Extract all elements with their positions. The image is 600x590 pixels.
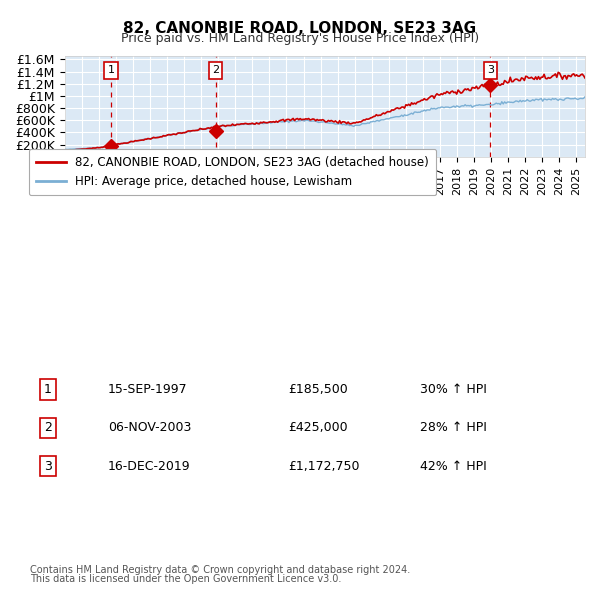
Text: 2: 2	[44, 421, 52, 434]
Text: £185,500: £185,500	[288, 383, 348, 396]
Legend: 82, CANONBIE ROAD, LONDON, SE23 3AG (detached house), HPI: Average price, detach: 82, CANONBIE ROAD, LONDON, SE23 3AG (det…	[29, 149, 436, 195]
Text: 82, CANONBIE ROAD, LONDON, SE23 3AG: 82, CANONBIE ROAD, LONDON, SE23 3AG	[124, 21, 476, 35]
Text: 1: 1	[44, 383, 52, 396]
Text: £425,000: £425,000	[288, 421, 347, 434]
Text: 2: 2	[212, 65, 219, 76]
Text: 06-NOV-2003: 06-NOV-2003	[108, 421, 191, 434]
Text: 3: 3	[44, 460, 52, 473]
Text: Contains HM Land Registry data © Crown copyright and database right 2024.: Contains HM Land Registry data © Crown c…	[30, 565, 410, 575]
Text: 30% ↑ HPI: 30% ↑ HPI	[420, 383, 487, 396]
Text: 16-DEC-2019: 16-DEC-2019	[108, 460, 191, 473]
Text: 28% ↑ HPI: 28% ↑ HPI	[420, 421, 487, 434]
Text: 1: 1	[107, 65, 115, 76]
Text: Price paid vs. HM Land Registry's House Price Index (HPI): Price paid vs. HM Land Registry's House …	[121, 32, 479, 45]
Text: 42% ↑ HPI: 42% ↑ HPI	[420, 460, 487, 473]
Text: £1,172,750: £1,172,750	[288, 460, 359, 473]
Text: 3: 3	[487, 65, 494, 76]
Text: This data is licensed under the Open Government Licence v3.0.: This data is licensed under the Open Gov…	[30, 574, 341, 584]
Text: 15-SEP-1997: 15-SEP-1997	[108, 383, 188, 396]
